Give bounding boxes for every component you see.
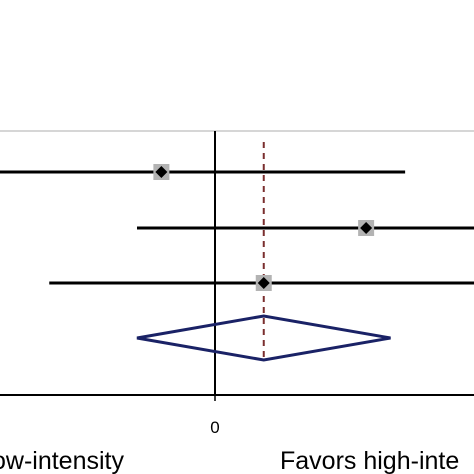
study-row — [137, 220, 474, 236]
plot-frame — [0, 130, 474, 396]
x-tick-label: 0 — [210, 418, 219, 437]
favor-left-label: ow-intensity — [0, 447, 124, 474]
study-row — [49, 275, 474, 291]
study-row — [0, 164, 406, 180]
pooled-estimate — [136, 314, 391, 362]
study-rows — [0, 164, 474, 291]
point-estimate-marker — [155, 166, 168, 178]
point-estimate-marker — [257, 277, 270, 289]
x-axis: 0 — [210, 395, 220, 437]
pooled-diamond — [136, 314, 391, 362]
favor-right-label: Favors high-inte — [280, 447, 459, 474]
point-estimate-marker — [360, 222, 373, 234]
